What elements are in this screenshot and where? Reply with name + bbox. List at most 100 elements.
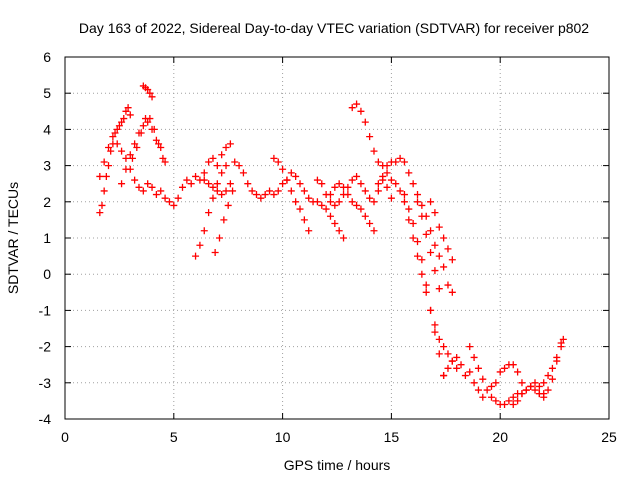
series-track-11 [313, 172, 395, 209]
data-point [211, 248, 219, 256]
data-point [466, 368, 474, 376]
data-point [192, 252, 200, 260]
data-point [461, 372, 469, 380]
data-point [235, 162, 243, 170]
data-point [400, 198, 408, 206]
data-point [200, 227, 208, 235]
data-point [396, 187, 404, 195]
data-point [409, 220, 417, 228]
data-point [340, 234, 348, 242]
data-point [431, 209, 439, 217]
data-point [205, 209, 213, 217]
data-point [139, 187, 147, 195]
data-point [366, 220, 374, 228]
data-point [540, 393, 548, 401]
x-tick-label: 15 [384, 429, 400, 445]
data-point [218, 151, 226, 159]
data-point [540, 379, 548, 387]
data-point [318, 201, 326, 209]
data-point [174, 194, 182, 202]
data-point [422, 281, 430, 289]
data-point [418, 270, 426, 278]
x-tick-label: 0 [61, 429, 69, 445]
data-point [531, 379, 539, 387]
data-point [396, 154, 404, 162]
data-point [383, 169, 391, 177]
data-point [318, 180, 326, 188]
data-point [479, 393, 487, 401]
data-point [126, 111, 134, 119]
y-axis-label: SDTVAR / TECUs [5, 182, 21, 294]
series-track-12 [326, 180, 378, 235]
data-point [374, 180, 382, 188]
data-point [205, 158, 213, 166]
data-point [283, 176, 291, 184]
data-point [131, 140, 139, 148]
series-track-4 [128, 115, 167, 162]
data-point [344, 191, 352, 199]
data-point [144, 118, 152, 126]
data-point [400, 158, 408, 166]
data-point [348, 104, 356, 112]
data-point [370, 198, 378, 206]
series-track-18 [440, 353, 487, 401]
data-point [361, 118, 369, 126]
data-point [518, 379, 526, 387]
data-point [448, 256, 456, 264]
data-point [427, 248, 435, 256]
series-track-5 [139, 82, 156, 101]
data-point [157, 187, 165, 195]
data-point [111, 129, 119, 137]
data-point [518, 390, 526, 398]
x-tick-label: 10 [275, 429, 291, 445]
data-point [218, 169, 226, 177]
data-point [492, 397, 500, 405]
data-point [448, 288, 456, 296]
data-point [326, 212, 334, 220]
data-point [414, 252, 422, 260]
data-point [414, 238, 422, 246]
data-point [548, 375, 556, 383]
data-point [361, 212, 369, 220]
data-point [509, 401, 517, 409]
data-point [155, 140, 163, 148]
series-track-22 [535, 335, 567, 398]
data-point [213, 187, 221, 195]
y-tick-label: 2 [43, 194, 51, 210]
series-track-13 [348, 100, 456, 296]
data-point [266, 187, 274, 195]
data-point [120, 115, 128, 123]
data-point [300, 216, 308, 224]
data-point [387, 194, 395, 202]
data-point [444, 364, 452, 372]
data-point [427, 198, 435, 206]
data-point [105, 162, 113, 170]
data-point [440, 263, 448, 271]
data-point [274, 187, 282, 195]
data-point [209, 154, 217, 162]
data-point [501, 401, 509, 409]
data-point [179, 183, 187, 191]
y-tick-label: -3 [39, 375, 52, 391]
data-point [496, 368, 504, 376]
data-point [122, 154, 130, 162]
data-point [200, 169, 208, 177]
data-point [326, 191, 334, 199]
series-track-17 [427, 198, 456, 264]
data-point [313, 198, 321, 206]
data-point [435, 252, 443, 260]
series-track-7 [200, 140, 234, 177]
data-point [331, 201, 339, 209]
data-point [444, 281, 452, 289]
data-point [348, 198, 356, 206]
data-point [379, 172, 387, 180]
data-point [557, 343, 565, 351]
data-point [374, 158, 382, 166]
data-point [387, 176, 395, 184]
data-point [357, 180, 365, 188]
data-point [148, 183, 156, 191]
data-point [248, 187, 256, 195]
y-tick-label: 1 [43, 230, 51, 246]
data-point [509, 361, 517, 369]
data-point [222, 187, 230, 195]
